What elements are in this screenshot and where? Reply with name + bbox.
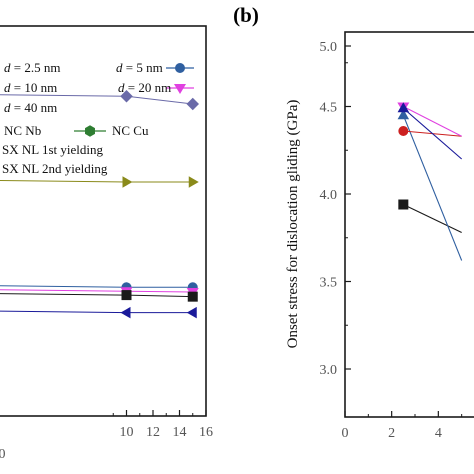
panel-a-data-point xyxy=(186,306,197,319)
panel-a: 10 12 14 160 d = 2.5 nm d = 5 nmd = 10 nm d =… xyxy=(0,25,213,462)
panel-b-series xyxy=(397,102,463,160)
panel-b-frame xyxy=(344,31,474,418)
panel-b-series xyxy=(397,109,463,261)
panel-a-legend-marker xyxy=(85,125,95,137)
panel-a-x-tick-label: 14 xyxy=(173,425,187,440)
panel-a-legend-item: SX NL 1st yielding xyxy=(2,142,103,157)
legend-var: d xyxy=(4,80,11,95)
panel-a-legend-item: d = 2.5 nm xyxy=(4,60,60,75)
panel-a-data-point xyxy=(121,290,132,301)
panel-a-legend-label: NC Nb xyxy=(4,123,41,138)
panel-a-legend-label: d = 10 nm xyxy=(4,80,57,95)
panel-a-legend-item: d = 5 nm xyxy=(116,60,194,75)
panel-a-series-line-in xyxy=(0,94,127,97)
panel-a-data-point xyxy=(120,306,131,319)
panel-b-data-point xyxy=(398,199,409,210)
panel-a-x-tick-label: 10 xyxy=(120,425,134,440)
panel-b-y-axis-title: Onset stress for dislocation gliding (GP… xyxy=(285,100,301,349)
panel-a-legend-item: d = 40 nm xyxy=(4,100,57,115)
panel-a-legend-item: SX NL 2nd yielding xyxy=(2,161,108,176)
legend-var: d xyxy=(4,60,11,75)
legend-rest: = 40 nm xyxy=(11,100,58,115)
panel-a-x-tick-label: 12 xyxy=(146,425,160,440)
panel-a-legend-label: SX NL 2nd yielding xyxy=(2,161,108,176)
panel-a-legend: d = 2.5 nm d = 5 nmd = 10 nm d = 20 nmd = … xyxy=(2,60,194,176)
panel-a-data-point xyxy=(188,176,199,188)
panel-a-legend-label: d = 20 nm xyxy=(118,80,171,95)
panel-a-series-line-in xyxy=(0,289,127,292)
legend-var: d xyxy=(118,80,125,95)
panel-b-y-tick-label: 3.0 xyxy=(320,363,338,378)
panel-a-legend-marker xyxy=(175,63,185,73)
panel-b-y-tick-label: 5.0 xyxy=(320,40,338,55)
panel-b-x-tick-label: 4 xyxy=(435,426,442,441)
panel-a-legend-item: NC Cu xyxy=(74,123,149,138)
panel-b-y-tick-label: 3.5 xyxy=(320,276,338,291)
panel-a-series-line xyxy=(126,294,193,298)
panel-a-series xyxy=(0,290,198,302)
legend-var: d xyxy=(4,100,11,115)
panel-b-series xyxy=(398,199,462,233)
panel-a-data-point xyxy=(122,176,133,188)
panel-b-x-tick-label: 2 xyxy=(388,426,395,441)
panel-a-series-line xyxy=(126,95,193,105)
panel-a-legend-item: NC Nb xyxy=(4,123,41,138)
legend-var: d xyxy=(116,60,123,75)
panel-a-x-tick-label-partial: 0 xyxy=(0,447,6,462)
panel-b-y-tick-label: 4.5 xyxy=(320,101,338,116)
legend-rest: = 2.5 nm xyxy=(11,60,61,75)
panel-b-x-axis: 0 2 4 xyxy=(342,411,463,441)
panel-a-series-line-in xyxy=(0,293,127,296)
panel-b-data-point xyxy=(398,126,409,136)
panel-a-legend-label: d = 40 nm xyxy=(4,100,57,115)
panel-b-x-tick-label: 0 xyxy=(342,426,349,441)
panel-a-legend-item: d = 10 nm xyxy=(4,80,57,95)
panel-a-data-point xyxy=(186,97,199,111)
panel-a-legend-label: NC Cu xyxy=(112,123,149,138)
panel-a-x-axis: 10 12 14 16 0 xyxy=(0,410,213,462)
panel-b-data-point xyxy=(397,109,410,120)
panel-a-x-tick-label: 16 xyxy=(199,425,213,440)
panel-b-y-axis: 3.0 3.5 4.0 4.5 5.0 xyxy=(320,40,351,378)
panel-b-plot-area xyxy=(397,102,463,261)
panel-a-plot-area xyxy=(0,89,199,319)
panel-a-legend-label: SX NL 1st yielding xyxy=(2,142,103,157)
panel-a-legend-label: d = 2.5 nm xyxy=(4,60,60,75)
panel-a-series-line-in xyxy=(0,285,127,288)
panel-b-label: (b) xyxy=(233,3,259,27)
panel-b: (b) Onset stress for dislocation gliding… xyxy=(233,3,474,441)
panel-a-series xyxy=(0,176,199,188)
panel-a-legend-marker xyxy=(174,84,186,94)
legend-rest: = 20 nm xyxy=(125,80,172,95)
panel-b-series-line xyxy=(402,107,463,160)
panel-b-y-tick-label: 4.0 xyxy=(320,188,338,203)
panel-a-legend-item: d = 20 nm xyxy=(118,80,194,95)
panel-a-data-point xyxy=(120,89,133,103)
panel-b-series-line xyxy=(403,106,462,137)
panel-a-series-line xyxy=(126,290,193,293)
panel-a-series xyxy=(0,89,199,111)
panel-a-frame xyxy=(0,25,207,417)
panel-a-data-point xyxy=(187,291,198,302)
panel-b-series-line xyxy=(403,204,462,233)
panel-b-data-point xyxy=(397,102,410,113)
legend-rest: = 5 nm xyxy=(123,60,163,75)
panel-a-series-line-in xyxy=(0,310,127,314)
panel-a-legend-label: d = 5 nm xyxy=(116,60,163,75)
panel-a-series xyxy=(0,306,197,319)
legend-rest: = 10 nm xyxy=(11,80,58,95)
panel-a-series-line-in xyxy=(0,180,127,183)
panel-b-series-line xyxy=(402,115,463,261)
